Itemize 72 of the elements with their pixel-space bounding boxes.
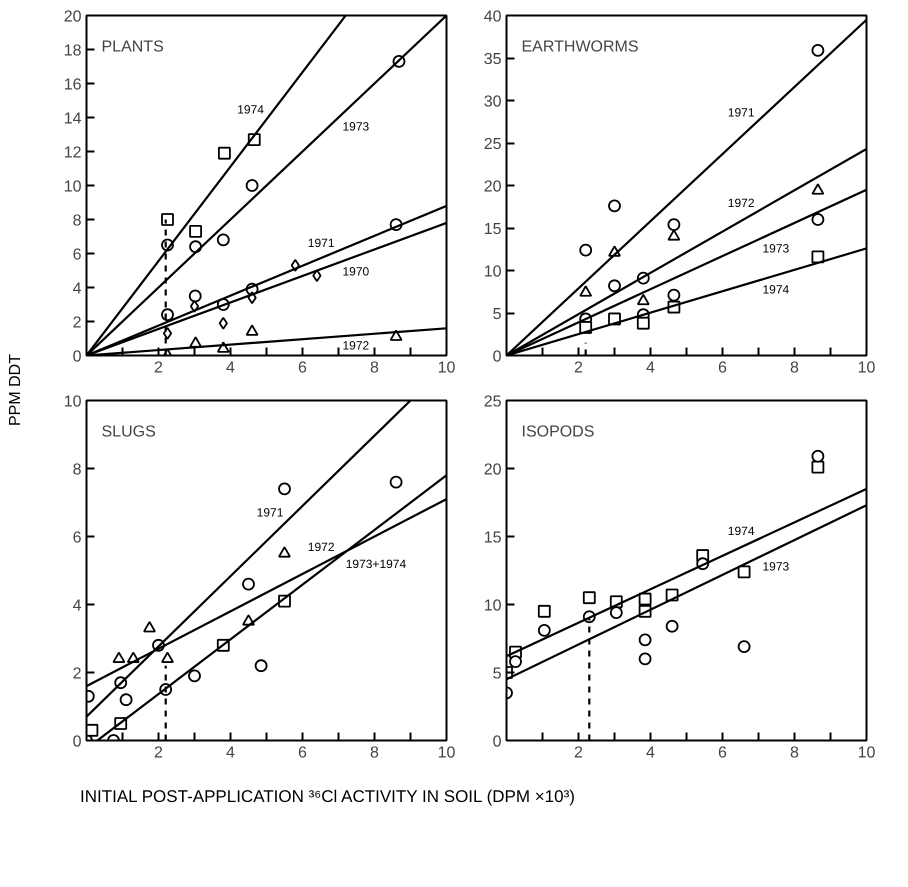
series-label: 1974 xyxy=(237,102,264,116)
y-tick-label: 40 xyxy=(484,8,502,26)
x-tick-label: 2 xyxy=(154,360,164,376)
text: SLUGS xyxy=(102,424,156,440)
x-tick-label: 8 xyxy=(790,360,800,376)
y-tick-label: 10 xyxy=(64,178,82,196)
x-tick-label: 8 xyxy=(370,360,380,376)
y-tick-label: 0 xyxy=(492,734,502,750)
series-label: 1973 xyxy=(762,559,790,574)
x-tick-label: 4 xyxy=(646,744,656,762)
y-tick-label: 2 xyxy=(72,314,82,332)
x-axis-title: INITIAL POST-APPLICATION ³⁶Cl ACTIVITY IN SOIL (DPM ×10³) xyxy=(80,786,575,808)
y-tick-label: 5 xyxy=(492,306,502,323)
x-tick-label: 6 xyxy=(298,360,308,376)
x-tick-label: 8 xyxy=(790,744,800,762)
y-tick-label: 2 xyxy=(72,666,82,682)
text: ISOPODS xyxy=(522,424,594,440)
x-tick-label: 8 xyxy=(370,744,380,762)
series-label: 1971 xyxy=(728,105,755,120)
y-tick-label: 10 xyxy=(64,394,82,410)
y-tick-label: 5 xyxy=(492,666,502,682)
y-tick-label: 35 xyxy=(484,51,502,68)
y-tick-label: 6 xyxy=(72,246,82,264)
y-tick-label: 14 xyxy=(64,110,82,128)
y-tick-label: 8 xyxy=(72,462,82,478)
x-tick-label: 6 xyxy=(298,744,308,762)
x-tick-label: 6 xyxy=(718,744,728,762)
x-tick-label: 10 xyxy=(858,744,876,762)
y-tick-label: 8 xyxy=(72,212,82,230)
y-tick-label: 0 xyxy=(492,348,502,366)
x-tick-label: 2 xyxy=(574,360,584,376)
y-tick-label: 6 xyxy=(72,530,82,546)
x-tick-label: 10 xyxy=(858,360,876,376)
x-tick-label: 4 xyxy=(646,360,656,376)
x-tick-label: 10 xyxy=(438,744,456,762)
y-tick-label: 15 xyxy=(484,530,502,546)
y-tick-label: 4 xyxy=(72,280,82,298)
y-tick-label: 10 xyxy=(484,264,502,280)
y-tick-label: 30 xyxy=(484,94,502,110)
y-tick-label: 10 xyxy=(484,598,502,614)
x-tick-label: 4 xyxy=(226,744,236,762)
y-tick-label: 25 xyxy=(484,394,502,410)
y-tick-label: 0 xyxy=(72,734,82,750)
series-label: 1973+1974 xyxy=(346,556,406,571)
y-tick-label: 15 xyxy=(484,221,502,238)
x-tick-label: 2 xyxy=(154,744,164,762)
x-tick-label: 6 xyxy=(718,360,728,376)
series-label: 1971 xyxy=(308,236,335,250)
y-tick-label: 20 xyxy=(484,178,502,196)
series-label: 1973 xyxy=(342,120,370,134)
y-axis-title: PPM DDT xyxy=(6,354,25,426)
y-tick-label: 20 xyxy=(484,462,502,478)
x-tick-label: 2 xyxy=(574,744,584,762)
x-tick-label: 4 xyxy=(226,360,236,376)
y-tick-label: 0 xyxy=(72,348,82,366)
y-tick-label: 18 xyxy=(64,42,82,60)
series-label: 1970 xyxy=(342,264,370,279)
y-tick-label: 25 xyxy=(484,136,502,153)
series-label: 1972 xyxy=(728,196,755,210)
y-tick-label: 12 xyxy=(64,144,82,162)
text: PLANTS xyxy=(102,38,164,56)
y-tick-label: 20 xyxy=(64,8,82,26)
series-label: 1974 xyxy=(762,282,790,297)
series-label: 1973 xyxy=(762,241,790,256)
y-tick-label: 4 xyxy=(72,598,82,614)
series-label: 1974 xyxy=(728,524,755,538)
x-tick-label: 10 xyxy=(438,360,456,376)
series-label: 1972 xyxy=(308,540,335,554)
text: EARTHWORMS xyxy=(522,38,639,56)
series-label: 1971 xyxy=(256,506,284,520)
series-label: 1972 xyxy=(342,338,370,352)
y-tick-label: 16 xyxy=(64,76,82,94)
